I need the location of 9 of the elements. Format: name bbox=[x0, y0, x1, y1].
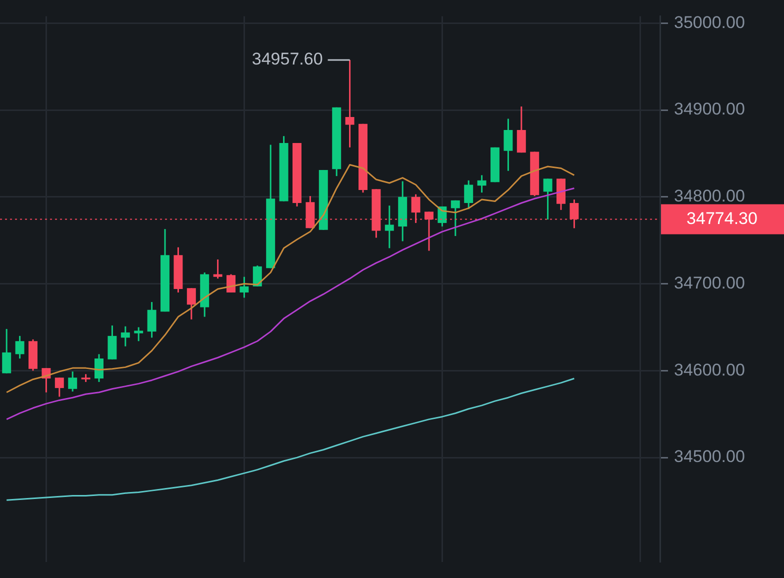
y-tick-label: 35000.00 bbox=[674, 12, 745, 32]
ref-line-label: 34774.30 bbox=[686, 208, 758, 228]
annotation: 34957.60 bbox=[252, 50, 323, 69]
y-tick-label: 34800.00 bbox=[674, 186, 745, 206]
y-tick-label: 34700.00 bbox=[674, 273, 745, 292]
y-tick-label: 34600.00 bbox=[674, 360, 745, 380]
y-tick-label: 34900.00 bbox=[674, 100, 745, 119]
y-tick-label: 34500.00 bbox=[674, 447, 745, 466]
candlestick bbox=[345, 60, 354, 148]
